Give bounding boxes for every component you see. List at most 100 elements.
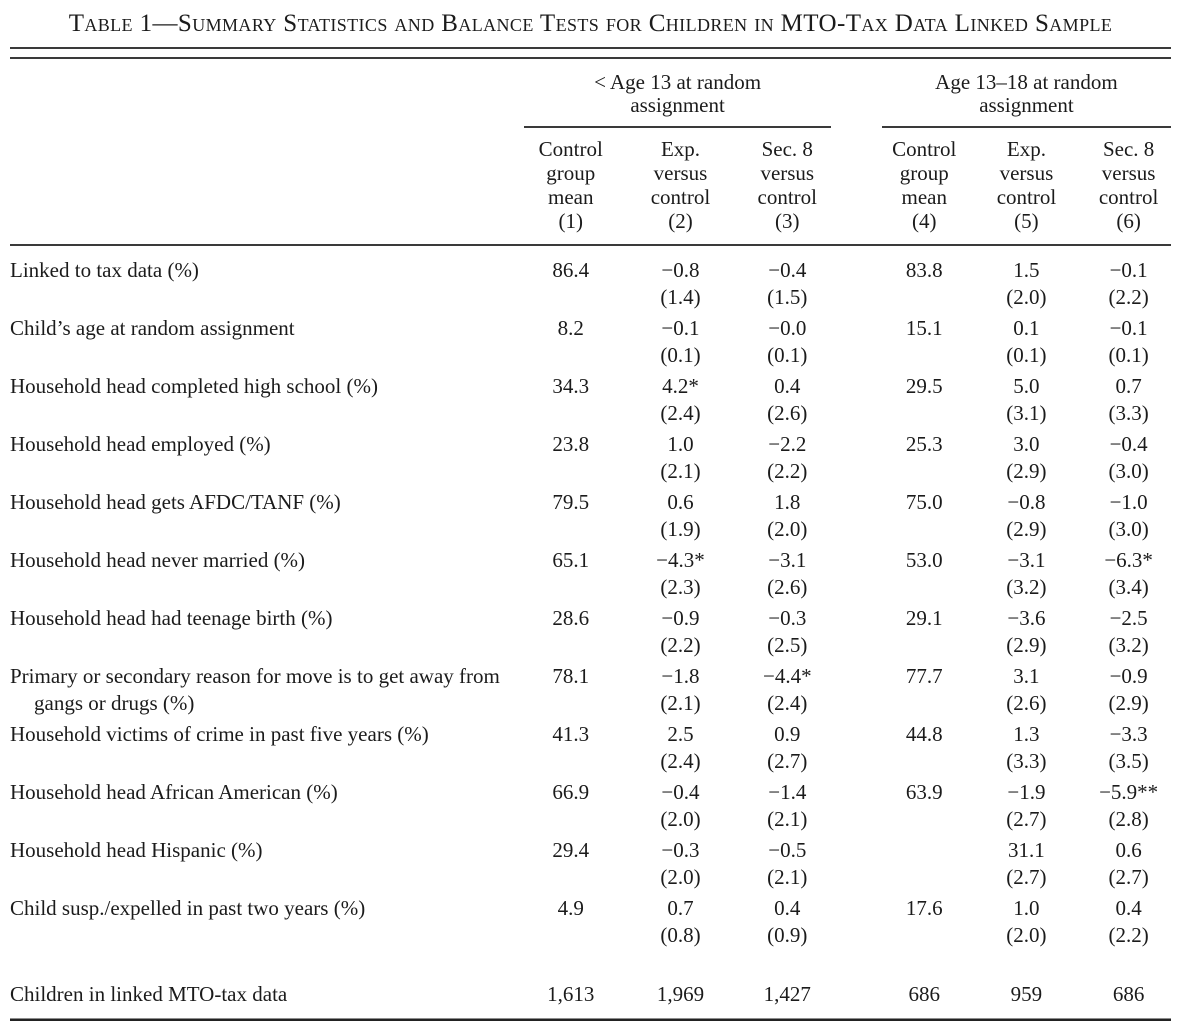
cell: 53.0 bbox=[882, 547, 967, 605]
std-error: (2.9) bbox=[1006, 517, 1047, 541]
cell: 34.3 bbox=[524, 373, 617, 431]
estimate: 28.6 bbox=[552, 606, 590, 630]
cell: 1.0 (2.0) bbox=[967, 895, 1087, 953]
count: 959 bbox=[1010, 982, 1043, 1006]
estimate: 41.3 bbox=[552, 722, 590, 746]
std-error: (2.2) bbox=[1108, 923, 1149, 947]
gap-cell bbox=[831, 373, 882, 431]
row-label-cell: Primary or secondary reason for move is … bbox=[10, 663, 524, 721]
group-header-label: < Age 13 at random assignment bbox=[594, 70, 762, 117]
estimate: 17.6 bbox=[905, 896, 943, 920]
estimate: 5.0 bbox=[1013, 374, 1040, 398]
cell: −5.9** (2.8) bbox=[1086, 779, 1171, 837]
estimate: 53.0 bbox=[905, 548, 943, 572]
row-label-cell: Household head African American (%) bbox=[10, 779, 524, 837]
estimate: 0.1 bbox=[1013, 316, 1040, 340]
std-error: (2.2) bbox=[1108, 285, 1149, 309]
estimate: −0.8 bbox=[1007, 490, 1046, 514]
std-error: (2.2) bbox=[767, 459, 808, 483]
cell: 0.9 (2.7) bbox=[744, 721, 831, 779]
cell: −0.3 (2.0) bbox=[617, 837, 744, 895]
group-header-under-13: < Age 13 at random assignment bbox=[524, 59, 831, 128]
estimate: −1.9 bbox=[1007, 780, 1046, 804]
estimate: 1.8 bbox=[774, 490, 801, 514]
cell: 31.1 (2.7) bbox=[967, 837, 1087, 895]
table-title: Table 1—Summary Statistics and Balance T… bbox=[68, 10, 1113, 37]
cell: −0.4 (2.0) bbox=[617, 779, 744, 837]
estimate: 25.3 bbox=[905, 432, 943, 456]
estimate: 2.5 bbox=[667, 722, 694, 746]
estimate: 0.6 bbox=[1115, 838, 1142, 862]
estimate: −1.8 bbox=[661, 664, 700, 688]
gap-cell bbox=[831, 895, 882, 953]
std-error: (2.7) bbox=[1108, 865, 1149, 889]
gap-cell bbox=[831, 721, 882, 779]
estimate: 0.4 bbox=[1115, 896, 1142, 920]
estimate: 29.1 bbox=[905, 606, 943, 630]
cell: −0.9 (2.9) bbox=[1086, 663, 1171, 721]
cell: −0.9 (2.2) bbox=[617, 605, 744, 663]
cell: 29.5 bbox=[882, 373, 967, 431]
std-error: (2.1) bbox=[767, 865, 808, 889]
group-gap-cell bbox=[831, 59, 882, 127]
column-header-2: Exp. versus control (2) bbox=[617, 127, 744, 246]
std-error: (2.5) bbox=[767, 633, 808, 657]
row-label-cell: Household head employed (%) bbox=[10, 431, 524, 489]
row-label: Child’s age at random assignment bbox=[10, 316, 295, 340]
cell: 1,613 bbox=[524, 953, 617, 1018]
std-error: (2.2) bbox=[660, 633, 701, 657]
cell: 63.9 bbox=[882, 779, 967, 837]
cell: −0.3 (2.5) bbox=[744, 605, 831, 663]
estimate: 66.9 bbox=[552, 780, 590, 804]
estimate: 78.1 bbox=[552, 664, 590, 688]
cell: −4.3* (2.3) bbox=[617, 547, 744, 605]
std-error: (2.0) bbox=[1006, 923, 1047, 947]
estimate: 79.5 bbox=[552, 490, 590, 514]
std-error: (2.9) bbox=[1006, 633, 1047, 657]
gap-cell bbox=[831, 779, 882, 837]
estimate: −0.3 bbox=[768, 606, 807, 630]
std-error: (2.1) bbox=[660, 691, 701, 715]
std-error: (2.0) bbox=[1006, 285, 1047, 309]
table-row: Household head never married (%) 65.1 −4… bbox=[10, 547, 1171, 605]
cell: −0.1 (0.1) bbox=[617, 315, 744, 373]
table-header: < Age 13 at random assignment Age 13–18 … bbox=[10, 59, 1171, 246]
estimate: 29.4 bbox=[552, 838, 590, 862]
row-label-cell: Household head gets AFDC/TANF (%) bbox=[10, 489, 524, 547]
cell: 15.1 bbox=[882, 315, 967, 373]
estimate: 75.0 bbox=[905, 490, 943, 514]
std-error: (2.9) bbox=[1108, 691, 1149, 715]
column-header-5: Exp. versus control (5) bbox=[966, 127, 1087, 246]
std-error: (2.7) bbox=[1006, 865, 1047, 889]
cell: −0.4 (3.0) bbox=[1086, 431, 1171, 489]
estimate: 1.3 bbox=[1013, 722, 1040, 746]
table-row: Household victims of crime in past five … bbox=[10, 721, 1171, 779]
cell: 3.1 (2.6) bbox=[967, 663, 1087, 721]
cell: 1.5 (2.0) bbox=[967, 245, 1087, 315]
bottom-double-rule bbox=[10, 1018, 1171, 1021]
cell: 28.6 bbox=[524, 605, 617, 663]
estimate: 1.0 bbox=[667, 432, 694, 456]
cell: 29.1 bbox=[882, 605, 967, 663]
cell: 0.6 (1.9) bbox=[617, 489, 744, 547]
estimate: 0.6 bbox=[667, 490, 694, 514]
cell: 0.4 (2.6) bbox=[744, 373, 831, 431]
std-error: (2.4) bbox=[660, 401, 701, 425]
estimate: 3.1 bbox=[1013, 664, 1040, 688]
cell: 1,969 bbox=[617, 953, 744, 1018]
estimate: 86.4 bbox=[552, 258, 590, 282]
std-error: (0.8) bbox=[660, 923, 701, 947]
estimate: 1.5 bbox=[1013, 258, 1040, 282]
std-error: (3.0) bbox=[1108, 517, 1149, 541]
cell: 23.8 bbox=[524, 431, 617, 489]
estimate: −5.9** bbox=[1099, 780, 1159, 804]
cell: 686 bbox=[1086, 953, 1171, 1018]
gap-cell bbox=[830, 127, 882, 246]
cell: 8.2 bbox=[524, 315, 617, 373]
std-error: (1.9) bbox=[660, 517, 701, 541]
std-error: (2.7) bbox=[767, 749, 808, 773]
estimate: −4.3* bbox=[656, 548, 705, 572]
row-label-cell: Household head Hispanic (%) bbox=[10, 837, 524, 895]
row-label-cell: Child’s age at random assignment bbox=[10, 315, 524, 373]
